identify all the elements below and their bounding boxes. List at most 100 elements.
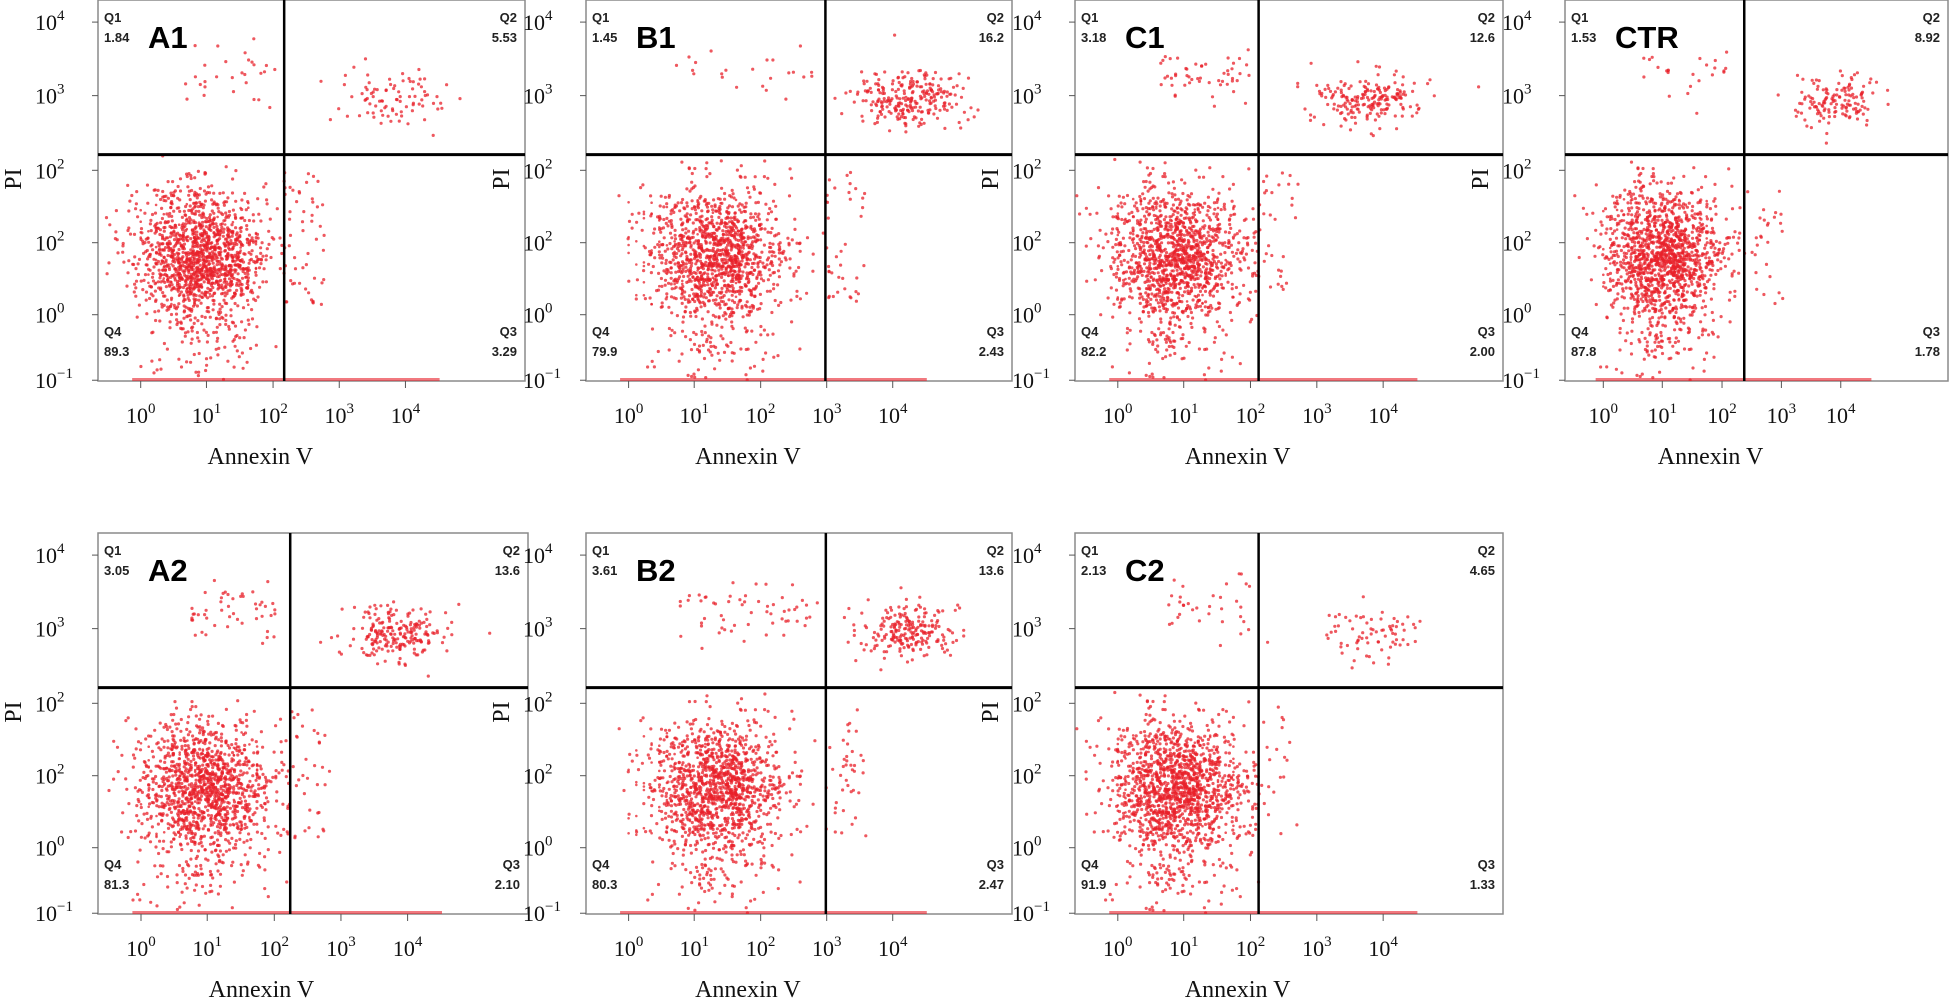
event-dot xyxy=(182,209,186,213)
event-dot xyxy=(685,254,689,259)
event-dot xyxy=(1161,331,1166,335)
x-tick-label-exp: 3 xyxy=(834,401,842,417)
event-dot xyxy=(371,95,375,99)
event-dot xyxy=(719,252,722,256)
event-dot xyxy=(1139,202,1143,206)
event-dot xyxy=(696,278,699,282)
event-dot xyxy=(1106,296,1110,300)
event-dot xyxy=(868,86,872,90)
event-dot xyxy=(745,225,749,229)
event-dot xyxy=(1339,88,1343,92)
event-dot xyxy=(1164,279,1168,284)
event-dot xyxy=(169,191,173,195)
event-dot xyxy=(1214,307,1218,311)
event-dot xyxy=(229,314,233,318)
event-dot xyxy=(364,85,368,89)
event-dot xyxy=(254,270,258,274)
event-dot xyxy=(896,117,900,121)
event-dot xyxy=(694,262,698,266)
event-dot xyxy=(714,298,718,302)
event-dot xyxy=(689,213,693,217)
event-dot xyxy=(185,287,189,291)
event-dot xyxy=(178,189,183,193)
event-dot xyxy=(157,309,161,313)
event-dot xyxy=(1142,197,1147,201)
event-dot xyxy=(1154,266,1158,270)
event-dot xyxy=(1170,290,1174,294)
event-dot xyxy=(839,249,843,253)
event-dot xyxy=(230,191,235,195)
event-dot xyxy=(702,295,706,299)
event-dot xyxy=(165,298,169,302)
event-dot xyxy=(736,233,740,237)
event-dot xyxy=(1189,192,1194,196)
event-dot xyxy=(1208,309,1212,313)
event-dot xyxy=(699,305,703,309)
event-dot xyxy=(194,298,198,302)
event-dot xyxy=(167,242,171,246)
event-dot xyxy=(694,250,698,254)
event-dot xyxy=(1141,297,1145,301)
event-dot xyxy=(1318,92,1322,96)
event-dot xyxy=(1155,338,1159,342)
event-dot xyxy=(1120,205,1124,209)
event-dot xyxy=(1142,214,1147,218)
event-dot xyxy=(728,220,732,224)
event-dot xyxy=(962,110,967,114)
event-dot xyxy=(173,189,177,193)
event-dot xyxy=(1138,222,1143,226)
event-dot xyxy=(733,300,737,305)
x-tick-label: 102 xyxy=(746,401,776,428)
event-dot xyxy=(711,257,715,260)
y-tick-label-exp: 4 xyxy=(57,8,65,24)
event-dot xyxy=(1206,305,1211,309)
event-dot xyxy=(254,273,258,277)
event-dot xyxy=(777,257,781,261)
event-dot xyxy=(760,250,764,254)
y-tick-label-base: 10 xyxy=(523,158,545,183)
event-dot xyxy=(181,269,185,273)
event-dot xyxy=(398,99,402,103)
event-dot xyxy=(1186,258,1191,262)
event-dot xyxy=(177,223,181,226)
event-dot xyxy=(729,340,733,345)
event-dot xyxy=(784,258,788,262)
event-dot xyxy=(935,116,940,120)
event-dot xyxy=(1158,214,1162,218)
event-dot xyxy=(1115,216,1119,220)
event-dot xyxy=(908,82,913,86)
event-dot xyxy=(1135,206,1139,210)
event-dot xyxy=(1191,298,1195,302)
event-dot xyxy=(231,295,235,298)
event-dot xyxy=(193,205,197,209)
y-tick-label-exp: 3 xyxy=(57,82,65,98)
event-dot xyxy=(673,278,676,281)
event-dot xyxy=(1162,218,1166,222)
event-dot xyxy=(260,241,264,245)
event-dot xyxy=(902,89,906,93)
event-dot xyxy=(653,245,657,249)
event-dot xyxy=(676,244,681,249)
event-dot xyxy=(945,94,949,98)
event-dot xyxy=(710,283,714,287)
event-dot xyxy=(1137,261,1141,265)
y-tick-label-base: 10 xyxy=(523,368,545,393)
event-dot xyxy=(136,272,140,277)
event-dot xyxy=(445,83,449,87)
event-dot xyxy=(352,65,356,69)
event-dot xyxy=(707,334,711,338)
event-dot xyxy=(208,292,212,296)
event-dot xyxy=(239,282,243,286)
event-dot xyxy=(696,294,699,298)
event-dot xyxy=(368,102,372,106)
event-dot xyxy=(1151,340,1155,344)
event-dot xyxy=(667,305,671,309)
event-dot xyxy=(1159,300,1163,304)
event-dot xyxy=(159,367,163,371)
event-dot xyxy=(1089,237,1093,241)
event-dot xyxy=(740,274,744,278)
event-dot xyxy=(241,306,246,310)
event-dot xyxy=(193,279,196,283)
event-dot xyxy=(197,278,201,282)
event-dot xyxy=(288,217,292,221)
